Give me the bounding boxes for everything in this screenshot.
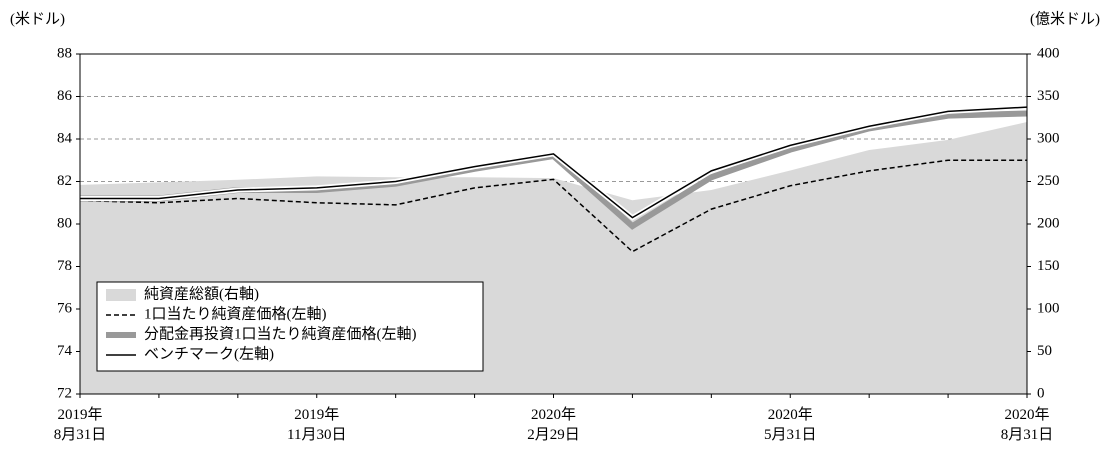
legend: 純資産総額(右軸) 1口当たり純資産価格(左軸) 分配金再投資1口当たり純資産価格(… xyxy=(96,281,484,372)
legend-label: 分配金再投資1口当たり純資産価格(左軸) xyxy=(144,325,417,342)
y2-tick-label: 400 xyxy=(1037,45,1060,61)
y2-tick-label: 300 xyxy=(1037,130,1060,146)
y2-tick-label: 100 xyxy=(1037,300,1060,316)
legend-box xyxy=(96,281,484,372)
y-axis-label: (米ドル) xyxy=(10,10,65,27)
y2-tick-label: 250 xyxy=(1037,173,1060,189)
x-tick-label: 2020年 5月31日 xyxy=(764,406,817,443)
y-tick-label: 80 xyxy=(57,215,72,231)
legend-label: 1口当たり純資産価格(左軸) xyxy=(144,305,327,322)
x-tick-label: 2019年 11月30日 xyxy=(287,406,346,443)
legend-label: 純資産総額(右軸) xyxy=(144,285,259,302)
y-tick-label: 86 xyxy=(57,88,73,104)
y-tick-label: 76 xyxy=(57,300,73,316)
y-tick-label: 82 xyxy=(57,173,72,189)
y2-tick-label: 150 xyxy=(1037,258,1060,274)
x-tick-label: 2020年 2月29日 xyxy=(527,406,580,443)
y2-tick-label: 200 xyxy=(1037,215,1060,231)
x-tick-label: 2020年 8月31日 xyxy=(1001,406,1054,443)
x-tick-label: 2019年 8月31日 xyxy=(54,406,107,443)
y-tick-label: 78 xyxy=(57,258,72,274)
y-tick-label: 74 xyxy=(57,343,73,359)
line xyxy=(80,106,1028,219)
y-tick-label: 88 xyxy=(57,45,72,61)
legend-label: ベンチマーク(左軸) xyxy=(144,345,274,362)
line xyxy=(79,159,1027,253)
y-tick-label: 72 xyxy=(57,385,72,401)
y2-axis-label: (億米ドル) xyxy=(1030,10,1100,27)
y2-tick-label: 50 xyxy=(1037,343,1052,359)
y2-tick-label: 0 xyxy=(1037,385,1045,401)
legend-swatch xyxy=(106,289,136,301)
y-tick-label: 84 xyxy=(57,130,73,146)
y2-tick-label: 350 xyxy=(1037,88,1060,104)
